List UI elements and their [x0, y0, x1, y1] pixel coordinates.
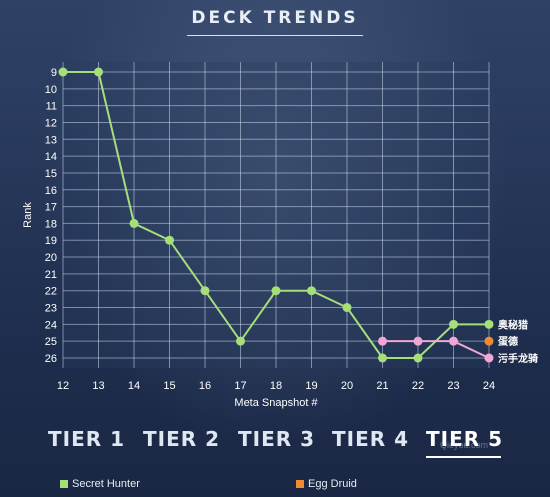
watermark: Qieyou.com	[440, 440, 489, 450]
x-tick-label: 12	[57, 380, 69, 392]
y-tick-label: 26	[45, 353, 57, 365]
tier-3-tab[interactable]: TIER 3	[238, 427, 316, 451]
data-point-secret-hunter	[94, 67, 103, 77]
y-tick-label: 12	[45, 117, 57, 129]
tier-4-tab[interactable]: TIER 4	[332, 427, 410, 451]
data-point-secret-hunter	[129, 218, 139, 228]
data-point-secret-hunter	[200, 286, 210, 296]
x-tick-label: 13	[92, 380, 104, 392]
x-tick-label: 18	[270, 380, 282, 392]
x-tick-label: 19	[305, 380, 317, 392]
y-axis-title: Rank	[22, 202, 34, 228]
legend-label-egg-druid: Egg Druid	[308, 478, 357, 490]
tier-1-tab[interactable]: TIER 1	[48, 427, 126, 451]
legend: Secret Hunter Egg Druid	[0, 478, 550, 494]
data-point-secret-hunter	[307, 286, 316, 296]
x-tick-label: 21	[376, 380, 388, 392]
legend-item-secret-hunter[interactable]: Secret Hunter	[60, 478, 140, 490]
series-annotation: 蛋德	[498, 335, 518, 348]
x-tick-label: 17	[234, 380, 246, 392]
y-tick-label: 24	[45, 319, 57, 331]
y-tick-label: 21	[45, 269, 57, 281]
active-tier-underline	[426, 456, 501, 458]
y-tick-label: 16	[45, 185, 57, 197]
data-point--	[378, 336, 387, 346]
x-tick-label: 14	[128, 380, 140, 392]
data-point--	[413, 336, 423, 346]
data-point-secret-hunter	[413, 353, 423, 363]
legend-swatch-secret-hunter	[60, 480, 68, 488]
x-axis-title: Meta Snapshot #	[234, 397, 318, 409]
y-tick-label: 20	[45, 252, 57, 264]
tier-2-tab[interactable]: TIER 2	[143, 427, 221, 451]
data-point--	[484, 353, 494, 363]
title-underline	[187, 35, 363, 36]
x-tick-label: 23	[447, 380, 459, 392]
legend-item-egg-druid[interactable]: Egg Druid	[296, 478, 357, 490]
chart-title: DECK TRENDS	[191, 8, 359, 28]
y-tick-label: 25	[45, 336, 57, 348]
y-tick-label: 22	[45, 286, 57, 298]
y-tick-label: 15	[45, 168, 57, 180]
data-point-egg-druid	[484, 336, 494, 346]
y-tick-label: 11	[46, 101, 57, 113]
data-point-secret-hunter	[342, 303, 352, 313]
series-line--	[382, 340, 490, 359]
deck-trends-chart: 12 13 14 15 16 17 18 19 20 21 22 23 24 9 10 11 12 13 14 15 1…	[22, 62, 538, 409]
legend-label-secret-hunter: Secret Hunter	[72, 478, 140, 490]
y-tick-label: 10	[45, 84, 57, 96]
legend-swatch-egg-druid	[296, 480, 304, 488]
x-tick-label: 24	[483, 380, 495, 392]
y-tick-label: 17	[45, 202, 57, 214]
tier-5-tab[interactable]: TIER 5	[426, 427, 504, 451]
data-point-secret-hunter	[165, 235, 174, 245]
y-tick-label: 9	[51, 67, 57, 79]
data-point-secret-hunter	[484, 319, 494, 329]
x-tick-label: 22	[412, 380, 424, 392]
x-tick-label: 15	[163, 380, 175, 392]
data-point-secret-hunter	[236, 336, 245, 346]
y-tick-label: 14	[45, 151, 57, 163]
data-point-secret-hunter	[271, 286, 281, 296]
x-tick-label: 20	[341, 380, 353, 392]
data-point-secret-hunter	[58, 67, 68, 77]
y-tick-label: 13	[45, 134, 57, 146]
x-tick-label: 16	[199, 380, 211, 392]
tier-tabs: TIER 1 TIER 2 TIER 3 TIER 4 TIER 5	[0, 427, 550, 457]
series-annotation: 奥秘猎	[498, 318, 528, 331]
data-point--	[449, 336, 458, 346]
series-annotation: 污手龙骑	[498, 352, 538, 365]
data-point-secret-hunter	[449, 319, 458, 329]
data-point-secret-hunter	[378, 353, 387, 363]
y-tick-label: 23	[45, 303, 57, 315]
y-tick-label: 18	[45, 218, 57, 230]
y-tick-label: 19	[45, 235, 57, 247]
